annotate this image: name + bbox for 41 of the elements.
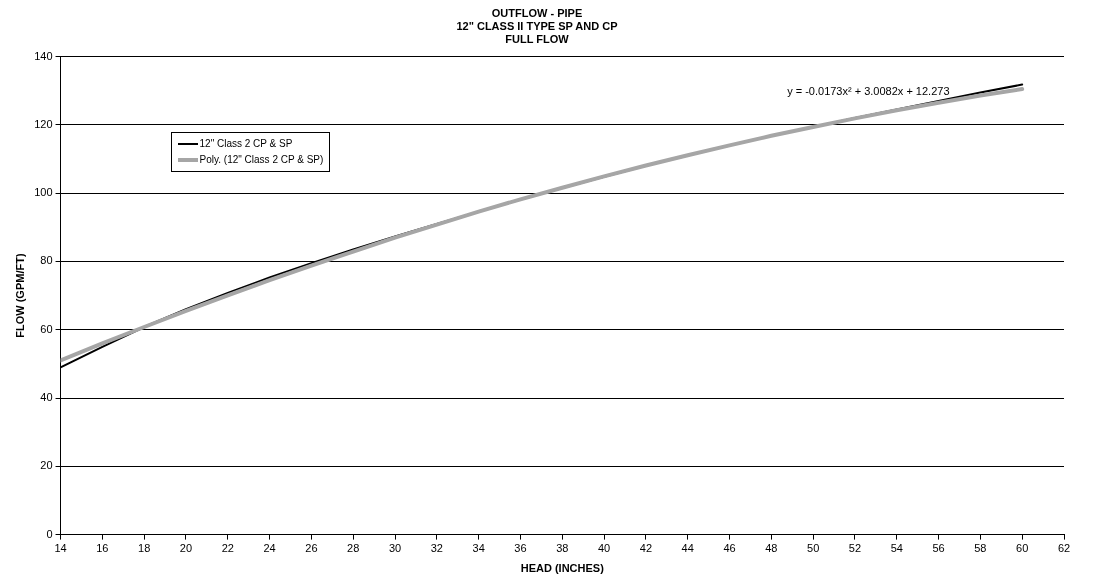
x-tick-label: 54 xyxy=(890,542,903,555)
y-tick-label: 140 xyxy=(34,49,53,62)
x-tick-label: 32 xyxy=(430,542,443,555)
text: FULL FLOW xyxy=(505,33,569,46)
x-tick-label: 46 xyxy=(723,542,736,555)
x-tick-label: 34 xyxy=(472,542,485,555)
legend-label: Poly. (12" Class 2 CP & SP) xyxy=(199,153,324,165)
y-tick-label: 0 xyxy=(46,527,53,540)
x-tick-label: 36 xyxy=(514,542,527,555)
y-tick-label: 40 xyxy=(40,391,53,404)
x-tick-label: 14 xyxy=(54,542,67,555)
y-tick-label: 20 xyxy=(40,459,53,472)
x-axis-title: HEAD (INCHES) xyxy=(520,562,605,575)
x-tick-label: 48 xyxy=(765,542,778,555)
x-tick-label: 30 xyxy=(388,542,402,555)
x-tick-label: 28 xyxy=(347,542,360,555)
x-tick-label: 26 xyxy=(305,542,318,555)
x-tick-label: 44 xyxy=(681,542,694,555)
y-tick-label: 80 xyxy=(40,254,53,267)
x-tick-label: 20 xyxy=(179,542,193,555)
x-tick-label: 56 xyxy=(932,542,945,555)
x-tick-label: 50 xyxy=(807,542,820,555)
x-tick-label: 62 xyxy=(1057,542,1071,555)
x-tick-label: 58 xyxy=(974,542,987,555)
legend-label: 12" Class 2 CP & SP xyxy=(199,137,293,149)
text: OUTFLOW - PIPE xyxy=(491,6,583,19)
x-tick-label: 40 xyxy=(597,542,611,555)
text: 12" CLASS II TYPE SP AND CP xyxy=(456,19,618,32)
x-tick-label: 24 xyxy=(263,542,276,555)
y-axis-title: FLOW (GPM/FT) xyxy=(13,253,26,338)
x-tick-label: 38 xyxy=(556,542,569,555)
annotation: y = -0.0173x² + 3.0082x + 12.273 xyxy=(787,85,950,98)
y-tick-label: 60 xyxy=(40,322,53,335)
x-tick-label: 52 xyxy=(848,542,862,555)
x-tick-label: 18 xyxy=(138,542,151,555)
x-tick-label: 22 xyxy=(221,542,234,555)
y-tick-label: 100 xyxy=(34,186,53,199)
y-tick-label: 120 xyxy=(34,117,53,130)
x-tick-label: 16 xyxy=(96,542,109,555)
x-tick-label: 60 xyxy=(1016,542,1029,555)
x-tick-label: 42 xyxy=(639,542,653,555)
